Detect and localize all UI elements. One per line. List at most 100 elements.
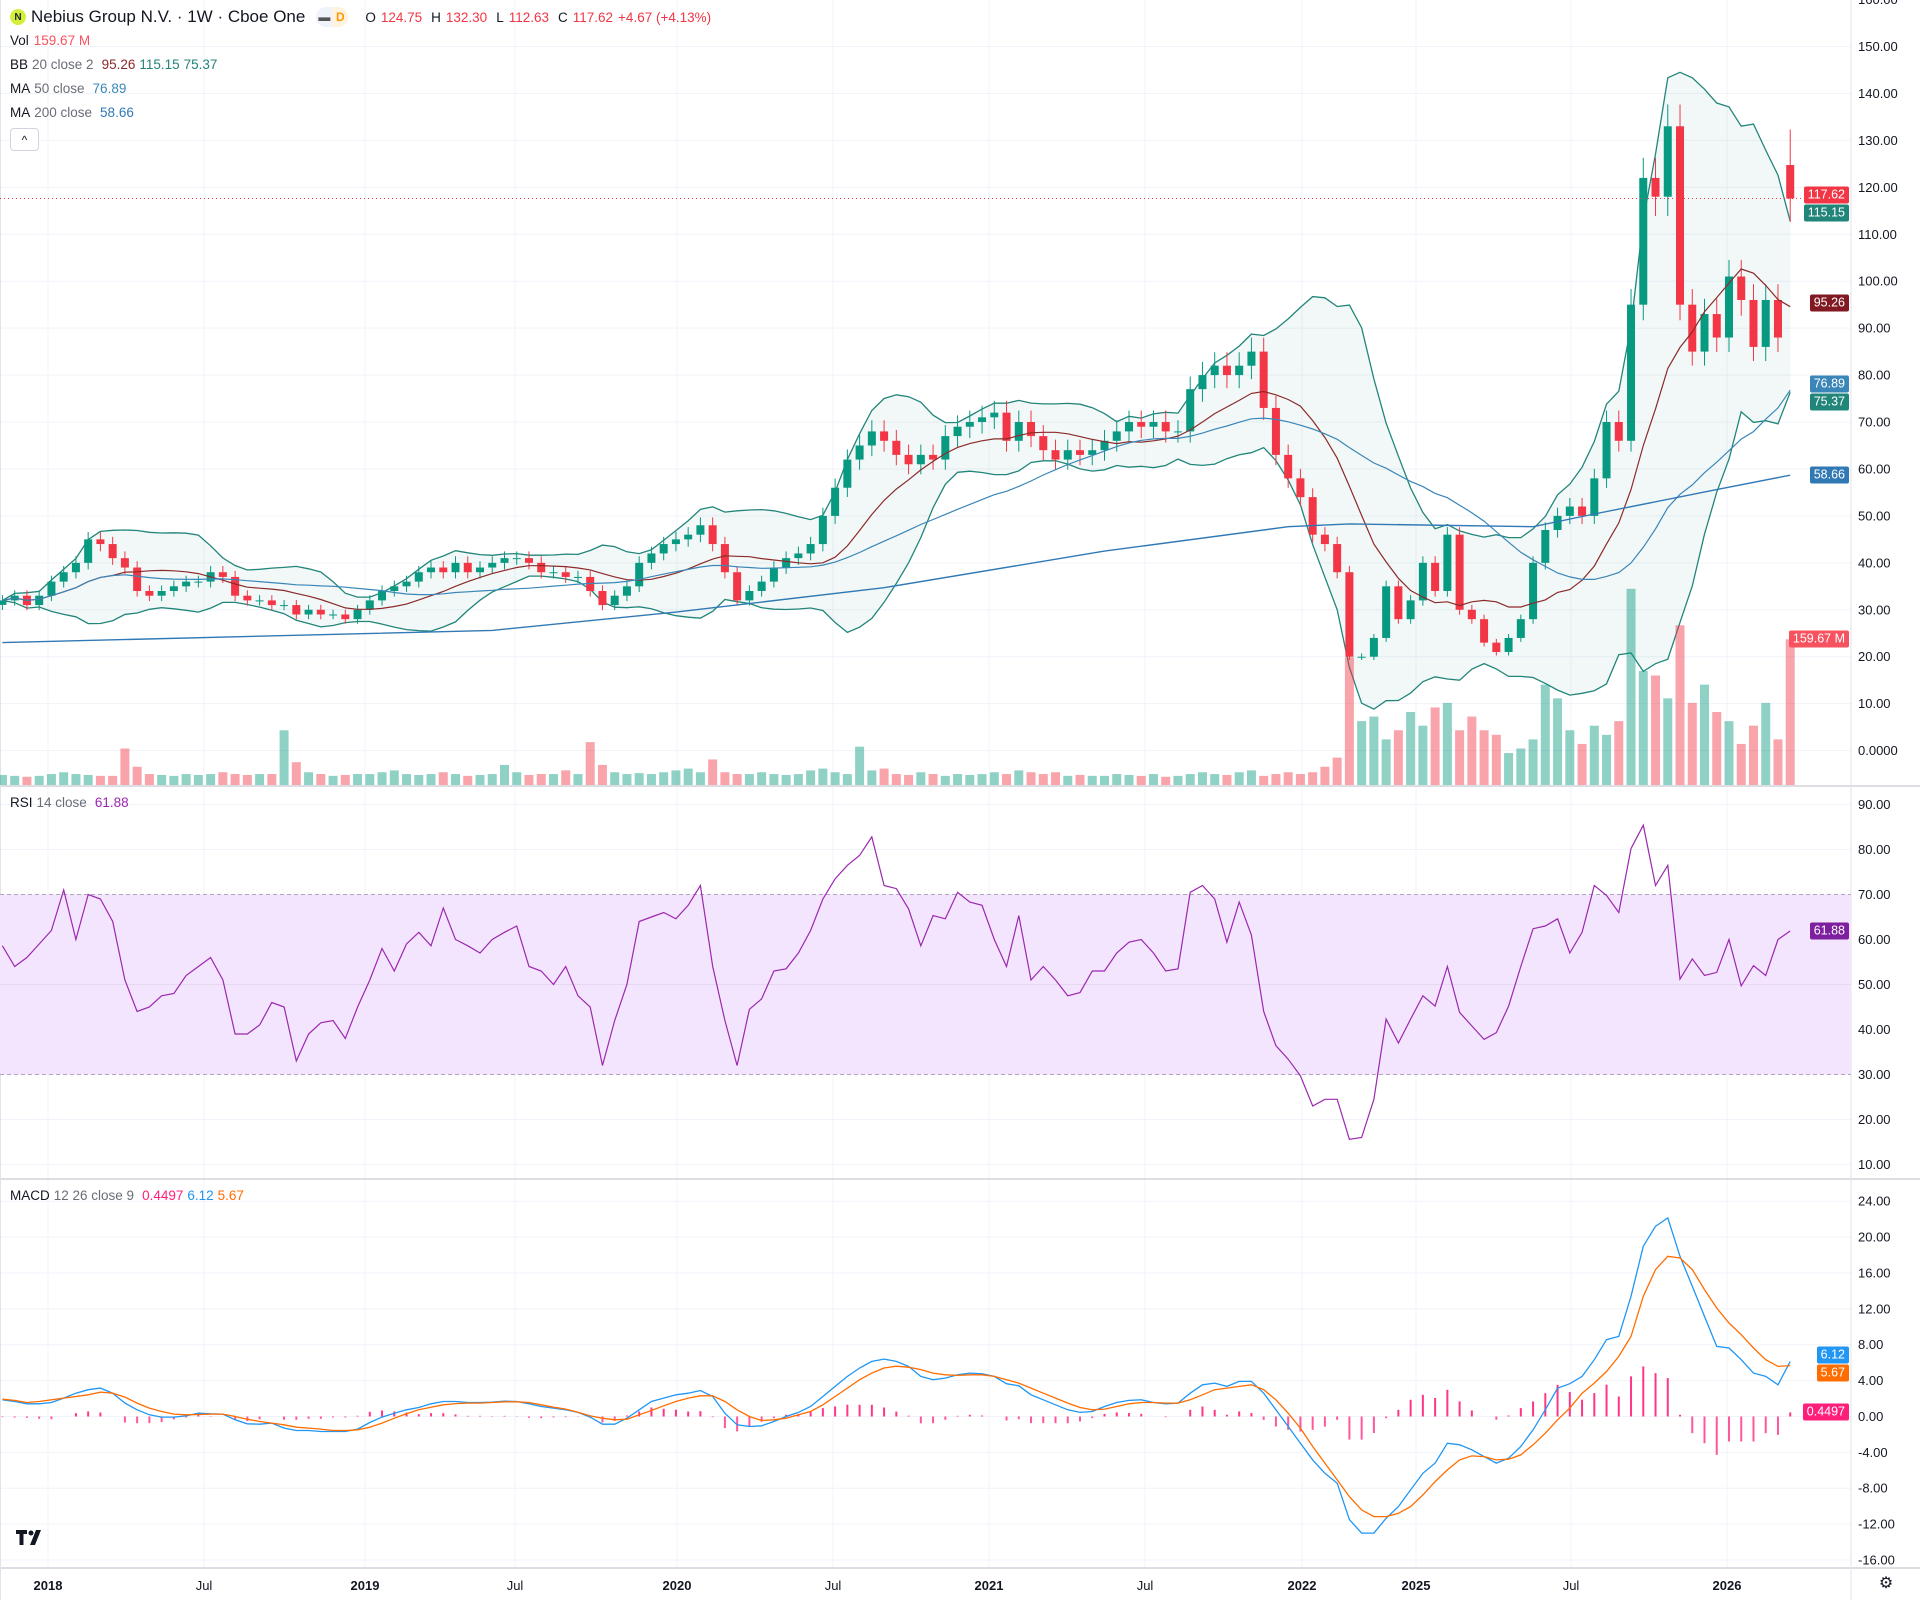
bollinger-bands bbox=[2, 71, 1791, 710]
rsi-legend[interactable]: RSI 14 close 61.88 bbox=[10, 795, 129, 810]
volume-bar bbox=[1614, 721, 1624, 785]
macd-axis-tick: -12.00 bbox=[1858, 1517, 1895, 1532]
volume-bar bbox=[1663, 698, 1673, 785]
volume-bar bbox=[536, 774, 546, 785]
volume-legend[interactable]: Vol 159.67 M bbox=[10, 33, 90, 48]
tradingview-logo[interactable] bbox=[14, 1523, 48, 1553]
volume-bar bbox=[316, 774, 326, 785]
volume-bar bbox=[1038, 774, 1048, 785]
volume-bar bbox=[1234, 772, 1244, 785]
time-axis-label: 2018 bbox=[34, 1578, 63, 1593]
price-axis-tick: 80.00 bbox=[1858, 368, 1891, 383]
ma50-params: 50 close bbox=[34, 81, 85, 96]
candle-body bbox=[133, 567, 142, 592]
market-status-pill[interactable]: ▬ D bbox=[316, 7, 349, 27]
macd-hist-value: 0.4497 bbox=[142, 1188, 184, 1203]
volume-bar bbox=[977, 774, 987, 785]
candle-body bbox=[463, 562, 472, 573]
candle-body bbox=[659, 544, 668, 554]
candle-body bbox=[1173, 431, 1182, 433]
volume-bar bbox=[463, 775, 473, 785]
volume-bar bbox=[108, 775, 118, 785]
volume-bar bbox=[1357, 721, 1367, 785]
macd-legend[interactable]: MACD 12 26 close 9 0.4497 6.12 5.67 bbox=[10, 1188, 244, 1203]
candle-body bbox=[720, 544, 729, 573]
volume-bars bbox=[0, 588, 1795, 785]
volume-bar bbox=[291, 762, 301, 785]
candle-body bbox=[1137, 422, 1146, 427]
ma200-legend[interactable]: MA 200 close 58.66 bbox=[10, 105, 134, 120]
volume-bar bbox=[218, 772, 228, 785]
candle-body bbox=[378, 591, 387, 601]
ma50-value: 76.89 bbox=[92, 81, 127, 96]
candle-body bbox=[84, 539, 93, 563]
candle-body bbox=[218, 572, 227, 577]
volume-bar bbox=[1479, 730, 1489, 785]
price-axis-tick: 70.00 bbox=[1858, 415, 1891, 430]
volume-bar bbox=[1406, 712, 1416, 785]
volume-bar bbox=[793, 774, 803, 785]
volume-bar bbox=[120, 748, 130, 785]
volume-bar bbox=[475, 774, 485, 785]
candle-body bbox=[329, 614, 338, 616]
collapse-legend-button[interactable]: ^ bbox=[10, 128, 39, 151]
volume-bar bbox=[34, 775, 44, 785]
candle-body bbox=[1382, 586, 1391, 638]
candle-body bbox=[1259, 351, 1268, 408]
candle-body bbox=[1271, 407, 1280, 455]
moving-averages bbox=[0, 197, 1851, 644]
candle-body bbox=[1394, 586, 1403, 620]
candle-body bbox=[59, 572, 68, 582]
rsi-badge: 61.88 bbox=[1809, 922, 1849, 940]
candle-body bbox=[1553, 515, 1562, 530]
symbol-legend[interactable]: N Nebius Group N.V. · 1W · Cboe One ▬ D … bbox=[10, 6, 711, 28]
volume-bar bbox=[365, 774, 375, 785]
bb-legend[interactable]: BB 20 close 2 95.26 115.15 75.37 bbox=[10, 57, 217, 72]
candle-body bbox=[524, 558, 533, 563]
candle-body bbox=[1676, 126, 1685, 305]
ma50-label: MA bbox=[10, 81, 31, 96]
delayed-data-icon: D bbox=[332, 7, 349, 27]
volume-value: 159.67 M bbox=[33, 33, 91, 48]
macd-label: MACD bbox=[10, 1188, 50, 1203]
candle-body bbox=[745, 591, 754, 601]
bb-lower-value: 75.37 bbox=[183, 57, 218, 72]
candle-body bbox=[47, 581, 56, 596]
volume-bar bbox=[1271, 774, 1281, 785]
time-axis-label: 2019 bbox=[351, 1578, 380, 1593]
volume-bar bbox=[1014, 770, 1024, 785]
volume-bar bbox=[634, 773, 644, 785]
candle-body bbox=[1467, 609, 1476, 620]
candle-body bbox=[1773, 299, 1782, 338]
symbol-title[interactable]: Nebius Group N.V. · 1W · Cboe One bbox=[31, 7, 306, 26]
candle-body bbox=[1100, 440, 1109, 451]
volume-bar bbox=[206, 774, 216, 785]
volume-bar bbox=[1651, 675, 1661, 785]
volume-bar bbox=[842, 774, 852, 785]
ma200-value: 58.66 bbox=[100, 105, 134, 120]
candle-body bbox=[1663, 126, 1672, 197]
volume-bar bbox=[1504, 753, 1514, 785]
volume-bar bbox=[328, 775, 338, 785]
candle-body bbox=[818, 515, 827, 545]
candle-body bbox=[1076, 450, 1085, 455]
settings-gear-icon[interactable]: ⚙ bbox=[1878, 1575, 1894, 1592]
volume-bar bbox=[855, 746, 865, 785]
candle-body bbox=[1406, 600, 1415, 620]
symbol-logo: N bbox=[10, 9, 26, 25]
volume-bar bbox=[610, 772, 620, 785]
bb-upper-value: 115.15 bbox=[139, 57, 180, 72]
volume-bar bbox=[132, 766, 142, 785]
volume-bar bbox=[1430, 707, 1440, 785]
candle-body bbox=[341, 614, 350, 620]
volume-bar bbox=[1700, 684, 1710, 785]
ma50-legend[interactable]: MA 50 close 76.89 bbox=[10, 81, 126, 96]
axes[interactable]: 160.00 150.00 140.00 130.00 120.00 110.00 100.… bbox=[34, 0, 1898, 1593]
volume-bar bbox=[279, 730, 289, 785]
time-axis-label: Jul bbox=[196, 1578, 213, 1593]
bb-lower-badge: 75.37 bbox=[1809, 393, 1849, 411]
volume-bar bbox=[353, 774, 363, 785]
volume-bar bbox=[1063, 775, 1073, 785]
